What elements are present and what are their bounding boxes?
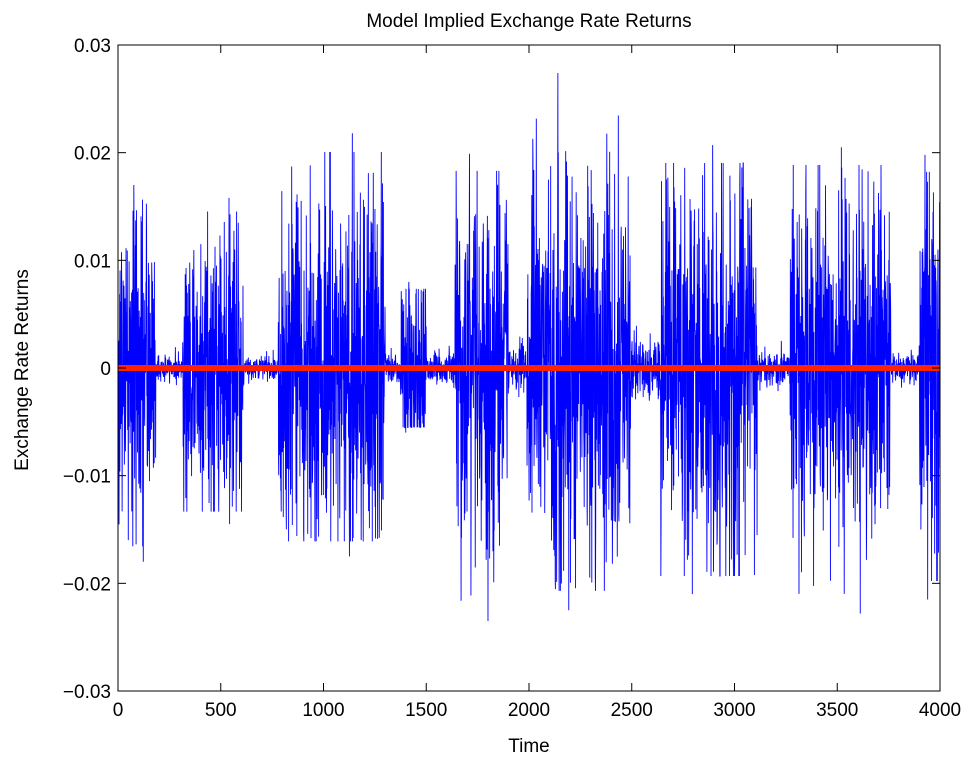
x-tick-label: 0 [113,700,124,721]
x-tick-label: 500 [205,700,237,721]
y-tick-label: 0.03 [74,36,111,57]
x-tick-label: 1500 [405,700,447,721]
x-tick-label: 3000 [713,700,755,721]
x-axis-label: Time [508,736,550,757]
y-tick-label: 0 [100,359,111,380]
y-tick-label: −0.02 [63,574,111,595]
y-tick-label: 0.02 [74,144,111,165]
y-axis-label: Exchange Rate Returns [12,269,33,471]
chart-title: Model Implied Exchange Rate Returns [366,11,691,32]
y-tick-label: 0.01 [74,251,111,272]
x-tick-label: 4000 [919,700,961,721]
y-tick-label: −0.03 [63,682,111,703]
x-tick-label: 2000 [508,700,550,721]
x-tick-label: 2500 [611,700,653,721]
x-tick-label: 1000 [302,700,344,721]
y-tick-label: −0.01 [63,467,111,488]
plot-area: 0 500 1000 1500 2000 2500 3000 3500 4000 −0.03 −0.… [63,36,961,721]
x-tick-label: 3500 [816,700,858,721]
